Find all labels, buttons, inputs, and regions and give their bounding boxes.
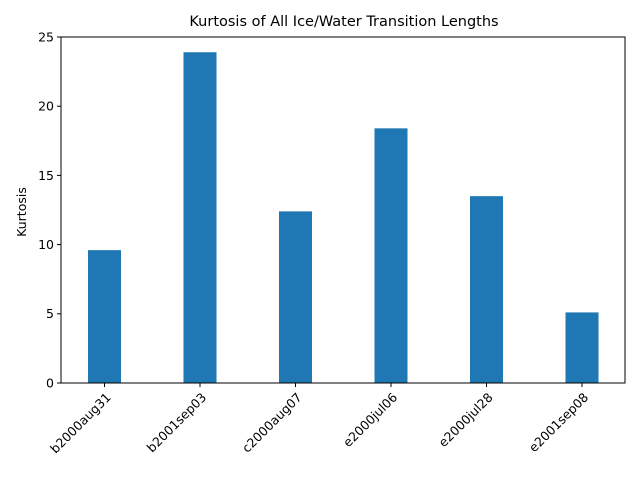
x-tick-label: e2001sep08 [526,390,591,455]
y-tick-label: 10 [38,237,54,252]
bar-b2000aug31 [88,250,121,383]
y-axis-label: Kurtosis [14,187,29,237]
y-tick-label: 5 [46,306,54,321]
x-tick-label: c2000aug07 [239,390,305,456]
x-tick-label: e2000jul28 [435,390,495,450]
y-tick-label: 20 [38,99,54,114]
bar-e2000jul06 [374,128,408,383]
y-tick-label: 25 [38,29,54,44]
bar-b2001sep03 [183,52,217,383]
chart-title: Kurtosis of All Ice/Water Transition Len… [189,14,498,30]
y-tick-label: 15 [38,168,54,183]
bar-e2001sep08 [565,312,599,383]
bars-group [88,52,599,383]
plot-frame [60,36,626,384]
x-tick-label: b2001sep03 [144,390,210,456]
x-axis-ticks: b2000aug31 b2001sep03 c2000aug07 e2000jul06… [47,383,591,456]
y-tick-label: 0 [46,375,54,390]
x-tick-label: b2000aug31 [47,390,114,457]
bar-e2000jul28 [470,196,503,383]
x-tick-label: e2000jul06 [340,390,400,450]
bar-c2000aug07 [279,211,312,383]
y-axis-ticks: 0 5 10 15 20 25 [38,29,61,390]
